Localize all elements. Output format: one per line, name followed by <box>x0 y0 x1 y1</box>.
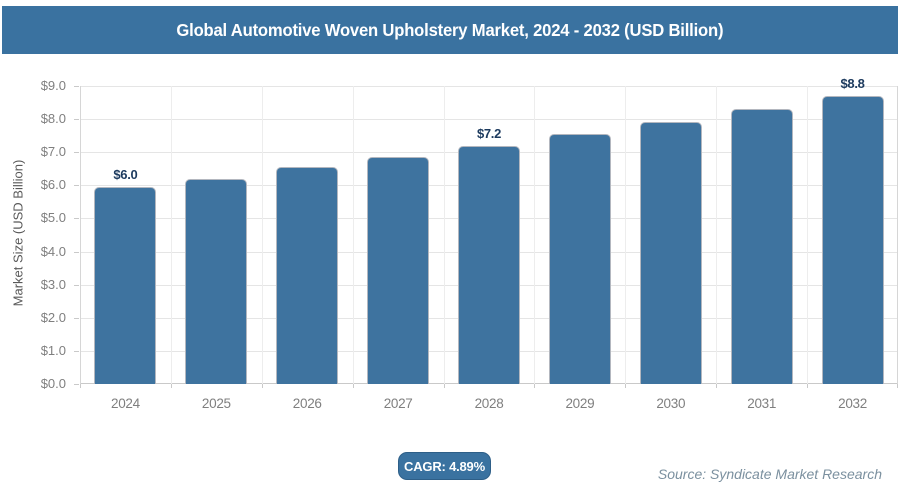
x-tick-label-2031: 2031 <box>747 396 777 411</box>
bar-value-label: $7.2 <box>476 125 502 141</box>
bar-value-label: $8.8 <box>840 75 865 91</box>
y-tick-label: $7.0 <box>40 144 66 160</box>
bar-2031[interactable] <box>730 109 793 384</box>
y-tick-mark <box>74 251 79 253</box>
y-tick-label: $5.0 <box>40 210 66 226</box>
y-tick-mark <box>74 317 79 319</box>
y-tick-mark <box>74 218 79 220</box>
bar-2024[interactable] <box>94 187 157 384</box>
x-tick-mark <box>443 384 445 388</box>
y-tick-label: $3.0 <box>40 276 66 292</box>
bar-2029[interactable] <box>548 134 611 384</box>
bar-2025[interactable] <box>185 178 248 384</box>
y-tick-mark <box>74 384 79 385</box>
y-tick-label: $9.0 <box>40 78 66 93</box>
y-tick-label: $0.0 <box>40 376 66 391</box>
y-tick-label: $1.0 <box>40 342 66 358</box>
x-tick-mark <box>716 384 718 388</box>
vertical-gridline <box>170 86 172 384</box>
x-tick-mark <box>80 384 81 388</box>
source-attribution: Source: Syndicate Market Research <box>657 466 882 482</box>
x-tick-mark <box>807 384 809 388</box>
x-tick-mark <box>352 384 354 388</box>
x-tick-mark <box>897 384 898 388</box>
x-tick-label-2025: 2025 <box>201 396 231 411</box>
y-tick-label: $6.0 <box>40 177 66 193</box>
vertical-gridline <box>625 86 627 384</box>
x-tick-label-2026: 2026 <box>292 396 322 411</box>
x-tick-label-2024: 2024 <box>111 396 140 411</box>
x-tick-label-2027: 2027 <box>383 396 413 411</box>
vertical-gridline <box>716 86 718 384</box>
x-tick-mark <box>625 384 627 388</box>
vertical-gridline <box>352 86 354 384</box>
x-tick-label-2028: 2028 <box>474 396 504 411</box>
x-tick-mark <box>534 384 536 388</box>
bar-2030[interactable] <box>639 122 702 384</box>
bar-2028[interactable] <box>458 145 520 384</box>
bar-value-label: $6.0 <box>113 166 138 182</box>
chart-title-bar: Global Automotive Woven Upholstery Marke… <box>2 6 898 54</box>
x-tick-mark <box>261 384 263 388</box>
chart-title: Global Automotive Woven Upholstery Marke… <box>176 19 724 40</box>
y-tick-mark <box>74 284 79 286</box>
vertical-gridline <box>534 86 536 384</box>
horizontal-gridline <box>80 119 898 121</box>
vertical-gridline <box>443 86 445 384</box>
plot-area <box>80 86 898 384</box>
x-tick-label-2029: 2029 <box>565 396 595 411</box>
y-tick-label: $8.0 <box>40 111 66 127</box>
y-tick-mark <box>74 86 79 87</box>
bar-2032[interactable] <box>821 95 884 384</box>
plot-border <box>897 86 898 384</box>
x-tick-mark <box>170 384 172 388</box>
y-tick-mark <box>74 350 79 352</box>
y-tick-mark <box>74 152 79 154</box>
y-tick-label: $4.0 <box>40 243 66 259</box>
bar-2026[interactable] <box>276 167 339 384</box>
y-tick-label: $2.0 <box>40 309 66 325</box>
bar-2027[interactable] <box>367 157 430 384</box>
horizontal-gridline <box>80 86 898 87</box>
cagr-badge: CAGR: 4.89% <box>398 452 491 480</box>
y-tick-mark <box>74 185 79 187</box>
x-tick-label-2030: 2030 <box>656 396 686 411</box>
vertical-gridline <box>261 86 263 384</box>
plot-border <box>80 86 81 384</box>
vertical-gridline <box>807 86 809 384</box>
x-tick-label-2032: 2032 <box>838 396 867 411</box>
y-tick-mark <box>74 119 79 121</box>
